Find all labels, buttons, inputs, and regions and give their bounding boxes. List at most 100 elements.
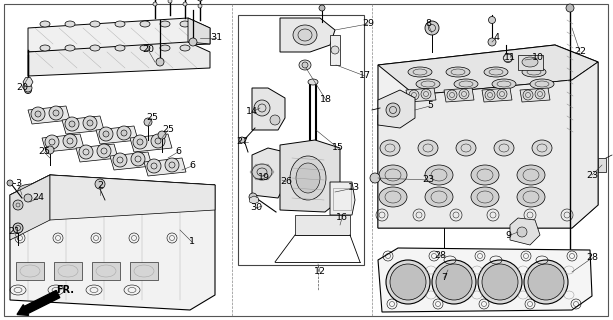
Ellipse shape bbox=[115, 21, 125, 27]
Bar bbox=[598, 158, 606, 172]
Bar bbox=[295, 215, 350, 235]
Ellipse shape bbox=[40, 21, 50, 27]
Text: 11: 11 bbox=[504, 52, 516, 61]
Polygon shape bbox=[280, 18, 335, 52]
Polygon shape bbox=[23, 78, 33, 86]
Ellipse shape bbox=[160, 21, 170, 27]
Text: 9: 9 bbox=[505, 231, 511, 241]
Circle shape bbox=[302, 62, 308, 68]
Ellipse shape bbox=[425, 187, 453, 207]
Ellipse shape bbox=[98, 197, 110, 203]
Circle shape bbox=[165, 158, 179, 172]
Polygon shape bbox=[378, 45, 598, 95]
Text: 13: 13 bbox=[348, 183, 360, 193]
Ellipse shape bbox=[471, 165, 499, 185]
Bar bbox=[518, 55, 543, 70]
Polygon shape bbox=[10, 175, 50, 240]
Text: 10: 10 bbox=[532, 53, 544, 62]
Text: 25: 25 bbox=[162, 125, 174, 134]
Polygon shape bbox=[252, 88, 285, 130]
Circle shape bbox=[7, 180, 13, 186]
Text: FR.: FR. bbox=[56, 285, 74, 295]
Circle shape bbox=[158, 131, 166, 139]
Ellipse shape bbox=[308, 79, 318, 85]
Circle shape bbox=[46, 146, 54, 154]
Ellipse shape bbox=[58, 184, 86, 196]
Polygon shape bbox=[62, 116, 104, 134]
Ellipse shape bbox=[65, 21, 75, 27]
Polygon shape bbox=[28, 42, 210, 76]
Text: 26: 26 bbox=[280, 178, 292, 187]
Circle shape bbox=[31, 107, 45, 121]
Polygon shape bbox=[10, 175, 215, 310]
Circle shape bbox=[489, 17, 495, 23]
Circle shape bbox=[485, 90, 495, 100]
Ellipse shape bbox=[65, 45, 75, 51]
Ellipse shape bbox=[380, 140, 400, 156]
Circle shape bbox=[421, 89, 431, 99]
Ellipse shape bbox=[471, 187, 499, 207]
Polygon shape bbox=[378, 248, 592, 312]
Polygon shape bbox=[28, 106, 70, 124]
Circle shape bbox=[249, 193, 257, 201]
Text: 23: 23 bbox=[422, 175, 434, 185]
Text: 1: 1 bbox=[189, 237, 195, 246]
Circle shape bbox=[197, 0, 203, 1]
Ellipse shape bbox=[425, 165, 453, 185]
Circle shape bbox=[53, 110, 59, 116]
Polygon shape bbox=[144, 158, 186, 176]
Polygon shape bbox=[130, 134, 172, 152]
Circle shape bbox=[254, 100, 270, 116]
Text: 7: 7 bbox=[441, 274, 447, 283]
Bar bbox=[330, 35, 340, 65]
Ellipse shape bbox=[36, 197, 48, 203]
Ellipse shape bbox=[379, 187, 407, 207]
Circle shape bbox=[65, 117, 79, 131]
Circle shape bbox=[103, 131, 109, 137]
Text: 18: 18 bbox=[320, 95, 332, 105]
Text: 20: 20 bbox=[16, 84, 28, 92]
Polygon shape bbox=[249, 196, 258, 204]
Text: 3: 3 bbox=[15, 179, 21, 188]
Ellipse shape bbox=[293, 25, 317, 45]
Circle shape bbox=[440, 250, 449, 259]
Ellipse shape bbox=[180, 45, 190, 51]
Ellipse shape bbox=[116, 197, 128, 203]
Circle shape bbox=[183, 2, 187, 6]
Polygon shape bbox=[520, 88, 550, 102]
Polygon shape bbox=[188, 18, 210, 44]
Text: 25: 25 bbox=[146, 114, 158, 123]
Circle shape bbox=[24, 84, 32, 92]
Ellipse shape bbox=[90, 21, 100, 27]
Circle shape bbox=[386, 260, 430, 304]
Text: 24: 24 bbox=[32, 194, 44, 203]
Ellipse shape bbox=[90, 45, 100, 51]
Text: 15: 15 bbox=[332, 143, 344, 153]
Circle shape bbox=[117, 126, 131, 140]
Polygon shape bbox=[406, 88, 436, 102]
Circle shape bbox=[436, 264, 472, 300]
Circle shape bbox=[45, 135, 59, 149]
Circle shape bbox=[497, 89, 507, 99]
Ellipse shape bbox=[18, 184, 46, 196]
Ellipse shape bbox=[494, 140, 514, 156]
Text: 29: 29 bbox=[362, 20, 374, 28]
Text: 27: 27 bbox=[236, 138, 248, 147]
Ellipse shape bbox=[138, 197, 150, 203]
FancyArrow shape bbox=[17, 291, 60, 316]
Ellipse shape bbox=[156, 197, 168, 203]
Circle shape bbox=[478, 260, 522, 304]
Text: 16: 16 bbox=[336, 213, 348, 222]
Polygon shape bbox=[280, 140, 340, 212]
Ellipse shape bbox=[517, 187, 545, 207]
Circle shape bbox=[524, 260, 568, 304]
Circle shape bbox=[69, 121, 75, 127]
Circle shape bbox=[26, 89, 29, 92]
Circle shape bbox=[63, 134, 77, 148]
Text: 4: 4 bbox=[493, 34, 499, 43]
Circle shape bbox=[386, 103, 400, 117]
Ellipse shape bbox=[454, 79, 478, 89]
Circle shape bbox=[97, 144, 111, 158]
Ellipse shape bbox=[484, 67, 508, 77]
Ellipse shape bbox=[138, 184, 166, 196]
